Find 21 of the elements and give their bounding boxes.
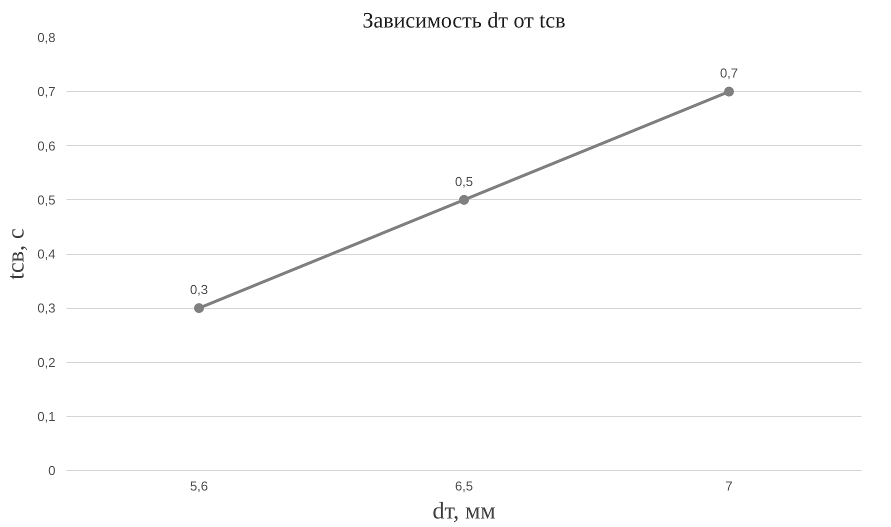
y-tick-label: 0,4	[37, 246, 56, 262]
data-label: 0,5	[454, 174, 474, 189]
y-tick-label: 0,7	[37, 84, 56, 100]
x-tick-label: 6,5	[454, 478, 474, 494]
y-tick-label: 0,2	[37, 354, 56, 370]
y-tick-label: 0,8	[37, 30, 56, 45]
x-tick-label: 7	[725, 478, 733, 494]
y-tick-label: 0,6	[37, 138, 56, 154]
y-tick-label: 0,5	[37, 192, 56, 208]
y-tick-label: 0,1	[37, 408, 56, 424]
x-axis-title: dт, мм	[432, 498, 496, 524]
point	[724, 86, 734, 97]
chart-title: Зависимость dт от tсв	[362, 8, 566, 32]
data-label: 0,3	[190, 282, 208, 298]
y-tick-label: 0	[48, 463, 56, 478]
y-tick-label: 0,3	[37, 300, 56, 316]
y-axis-title: tсв, с	[3, 228, 30, 280]
point	[194, 303, 204, 314]
data-label: 0,7	[720, 66, 738, 81]
point	[459, 194, 469, 205]
x-tick-label: 5,6	[190, 478, 208, 494]
